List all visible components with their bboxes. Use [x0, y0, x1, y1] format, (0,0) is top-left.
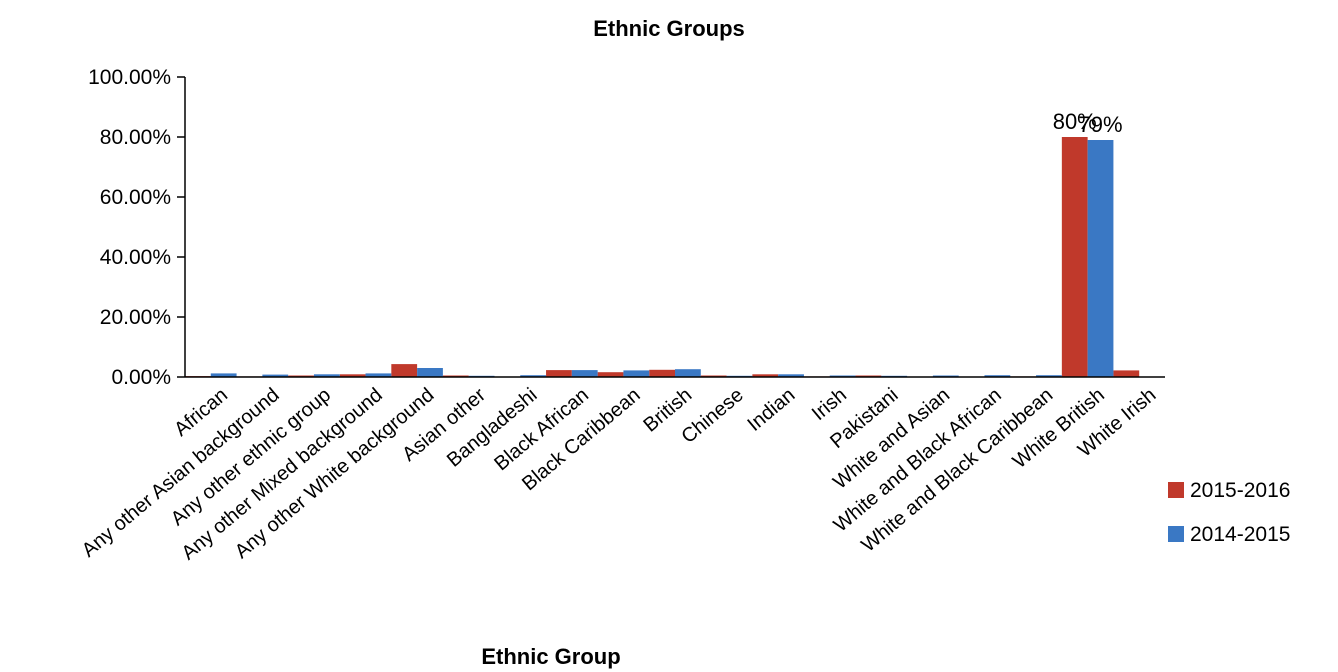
bar-2014-2015-16	[1036, 375, 1062, 377]
bars	[185, 137, 1140, 377]
bar-2014-2015-15	[984, 375, 1011, 377]
bar-2014-2015-11	[778, 374, 804, 377]
x-tick-label: Irish	[808, 384, 851, 425]
y-tick-label: 60.00%	[100, 186, 171, 209]
bar-2015-2016-3	[339, 374, 366, 377]
data-labels: 80%79%	[1053, 109, 1123, 137]
legend-label: 2015-2016	[1190, 479, 1290, 502]
bar-2014-2015-6	[520, 375, 547, 377]
bar-2014-2015-3	[365, 373, 392, 377]
legend-label: 2014-2015	[1190, 523, 1290, 546]
bar-2014-2015-0	[210, 373, 237, 377]
bar-2014-2015-1	[262, 374, 289, 377]
bar-2014-2015-2	[313, 374, 340, 377]
bar-2015-2016-17	[1061, 137, 1088, 377]
bar-2014-2015-9	[675, 369, 701, 377]
bar-2014-2015-7	[571, 370, 598, 377]
bar-2015-2016-7	[546, 370, 572, 377]
y-tick-label: 0.00%	[111, 366, 171, 389]
x-axis-label: Ethnic Group	[481, 644, 620, 669]
y-tick-label: 100.00%	[88, 66, 171, 89]
bar-2015-2016-8	[597, 372, 624, 377]
data-label: 80%	[1053, 109, 1097, 134]
legend: 2015-2016 2014-2015	[1168, 479, 1290, 546]
x-tick-label: Indian	[743, 384, 799, 436]
bar-2014-2015-4	[417, 368, 443, 377]
data-label: 79%	[1079, 112, 1123, 137]
y-tick-label: 40.00%	[100, 246, 171, 269]
chart-title: Ethnic Groups	[593, 16, 745, 41]
y-tick-label: 80.00%	[100, 126, 171, 149]
bar-2015-2016-4	[391, 364, 418, 377]
legend-swatch	[1168, 526, 1184, 542]
legend-swatch	[1168, 482, 1184, 498]
y-tick-label: 20.00%	[100, 306, 171, 329]
bar-2015-2016-9	[649, 369, 675, 377]
bar-2014-2015-8	[623, 370, 650, 377]
bar-2014-2015-17	[1087, 140, 1114, 377]
bar-2015-2016-11	[752, 374, 779, 377]
y-axis-ticks: 0.00% 20.00% 40.00% 60.00% 80.00% 100.00%	[88, 66, 185, 389]
bar-2015-2016-18	[1113, 370, 1140, 377]
